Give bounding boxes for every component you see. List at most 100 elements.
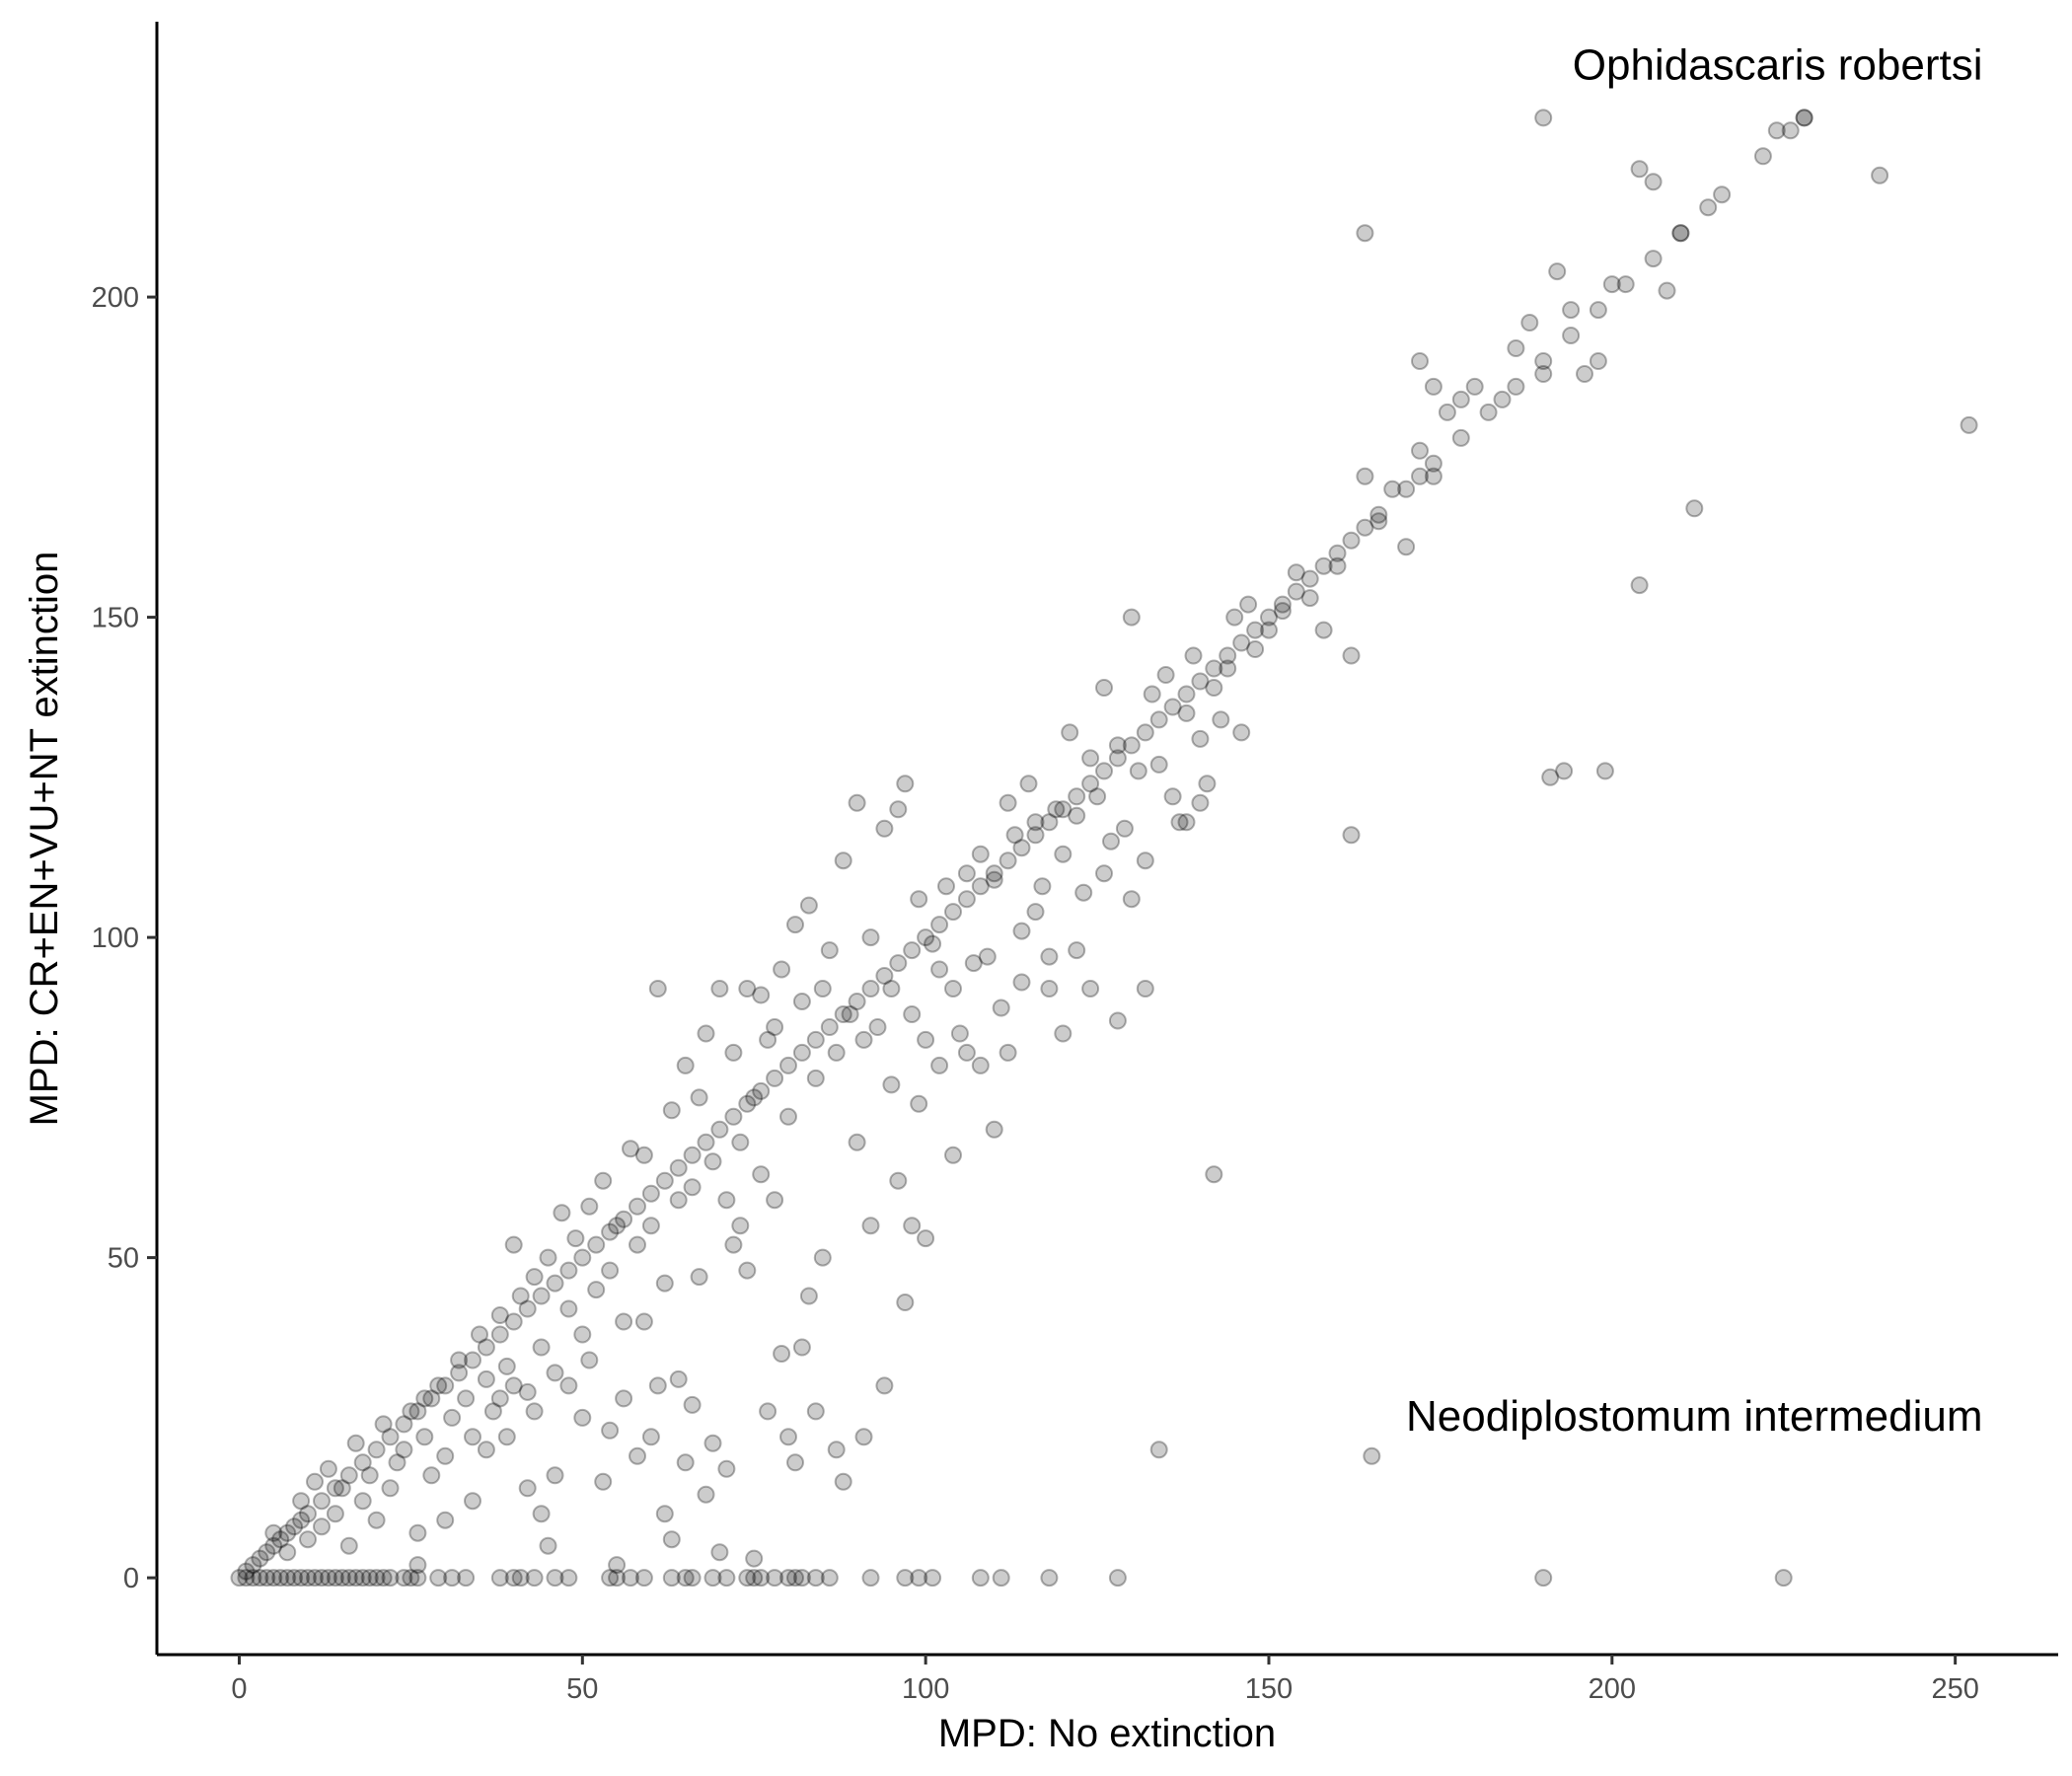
- data-point: [792, 993, 811, 1010]
- data-point: [999, 793, 1017, 812]
- data-point: [910, 890, 928, 909]
- data-point: [752, 1569, 771, 1588]
- data-point: [629, 1235, 646, 1254]
- data-point: [1589, 301, 1607, 320]
- data-point: [930, 1056, 949, 1074]
- data-point: [971, 877, 990, 896]
- data-point: [539, 1248, 557, 1267]
- data-point: [813, 1248, 832, 1267]
- data-points: [230, 109, 1978, 1588]
- data-point: [1287, 582, 1305, 601]
- data-point: [1342, 646, 1361, 665]
- data-point: [985, 1120, 1003, 1139]
- data-point: [381, 1479, 400, 1498]
- data-point: [594, 1171, 613, 1190]
- data-point: [360, 1569, 379, 1588]
- data-point: [1012, 973, 1031, 992]
- data-point: [580, 1197, 599, 1216]
- data-point: [1026, 813, 1045, 832]
- data-point: [766, 1191, 784, 1210]
- data-point: [683, 1395, 702, 1414]
- data-point: [1795, 109, 1813, 127]
- data-point: [1685, 499, 1704, 518]
- data-point: [1108, 749, 1127, 768]
- data-point: [697, 1024, 715, 1043]
- data-point: [1411, 352, 1429, 370]
- data-point: [875, 819, 894, 838]
- data-point: [1205, 659, 1223, 678]
- data-point: [244, 1556, 262, 1575]
- data-point: [820, 1569, 839, 1588]
- data-point: [1184, 646, 1203, 665]
- data-point: [1383, 480, 1402, 498]
- data-point: [806, 1569, 825, 1588]
- data-point: [608, 1217, 627, 1235]
- data-point: [1424, 467, 1443, 485]
- data-point: [1644, 173, 1663, 191]
- data-point: [910, 1569, 928, 1588]
- x-axis-ticks: 0 50 100 150 200 250: [231, 1655, 1979, 1705]
- data-point: [1534, 365, 1553, 383]
- data-point: [1040, 980, 1059, 998]
- data-point: [353, 1453, 372, 1472]
- data-point: [258, 1543, 276, 1562]
- data-point: [992, 1569, 1010, 1588]
- data-point: [1658, 281, 1676, 300]
- data-point: [1149, 710, 1168, 729]
- data-point: [717, 1459, 736, 1478]
- data-point: [786, 1453, 804, 1472]
- data-point: [1411, 467, 1429, 485]
- y-tick-label: 50: [108, 1243, 139, 1275]
- data-point: [710, 980, 729, 998]
- data-point: [450, 1364, 469, 1382]
- data-point: [601, 1421, 620, 1440]
- data-point: [1191, 793, 1210, 812]
- data-point: [264, 1536, 283, 1555]
- data-point: [313, 1569, 331, 1588]
- x-axis-title: MPD: No extinction: [938, 1712, 1276, 1755]
- data-point: [402, 1402, 420, 1421]
- data-point: [601, 1261, 620, 1280]
- data-point: [903, 941, 922, 960]
- data-point: [1767, 121, 1786, 140]
- data-point: [1781, 121, 1800, 140]
- data-point: [539, 1536, 557, 1555]
- data-point: [752, 1165, 771, 1184]
- data-point: [1108, 736, 1127, 755]
- data-point: [622, 1140, 639, 1158]
- data-point: [464, 1492, 481, 1511]
- data-point: [490, 1325, 509, 1344]
- data-point: [518, 1382, 537, 1401]
- data-point: [346, 1434, 365, 1452]
- data-point: [230, 1569, 249, 1588]
- data-point: [889, 800, 908, 819]
- data-point: [299, 1530, 317, 1549]
- data-point: [792, 1338, 811, 1357]
- data-point: [388, 1453, 407, 1472]
- data-point: [1342, 531, 1361, 550]
- data-point: [1260, 608, 1278, 627]
- data-point: [1163, 787, 1182, 806]
- data-point: [848, 793, 866, 812]
- data-point: [1040, 1569, 1059, 1588]
- data-point: [957, 864, 976, 883]
- data-point: [766, 1069, 784, 1087]
- data-point: [1129, 762, 1147, 780]
- data-point: [395, 1415, 413, 1434]
- data-point: [1411, 441, 1429, 460]
- data-point: [1397, 480, 1416, 498]
- data-point: [573, 1248, 592, 1267]
- data-point: [1644, 250, 1663, 268]
- data-point: [1630, 576, 1649, 595]
- data-point: [326, 1569, 344, 1588]
- data-point: [896, 775, 915, 793]
- data-point: [313, 1517, 331, 1536]
- data-point: [882, 1075, 901, 1094]
- data-point: [690, 1268, 708, 1287]
- data-point: [346, 1569, 365, 1588]
- data-point: [443, 1569, 462, 1588]
- data-point: [752, 986, 771, 1004]
- data-point: [1005, 826, 1024, 845]
- data-point: [992, 999, 1010, 1017]
